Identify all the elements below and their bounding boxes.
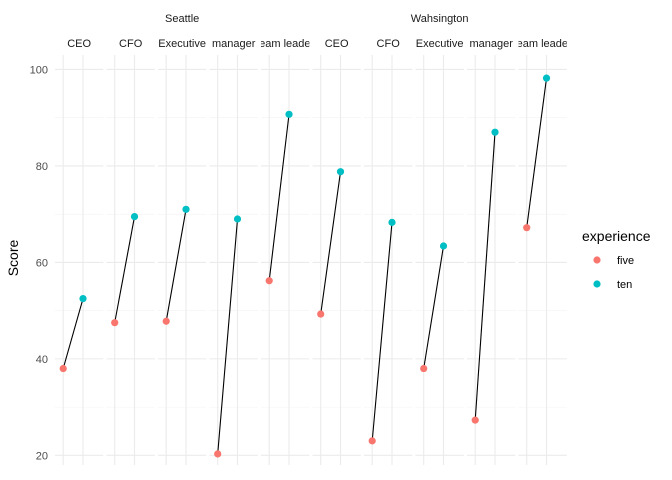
panel-strip-label: manager (469, 38, 513, 50)
point-ten (182, 205, 190, 213)
connector-line (114, 216, 136, 323)
point-five (471, 416, 479, 424)
point-ten (542, 74, 551, 82)
panel-strip-label: CFO (377, 38, 401, 50)
y-axis-title: Score (5, 240, 21, 277)
connector-line (371, 222, 393, 441)
legend: experience five ten (582, 228, 651, 291)
panel-grid (415, 55, 464, 465)
point-five (420, 364, 428, 373)
connector-line (474, 132, 496, 421)
panel-strip-label: team leader (256, 38, 314, 50)
y-tick-label: 40 (36, 354, 48, 366)
point-ten (233, 215, 242, 223)
panel-strip-label: Executive (416, 38, 464, 50)
panel-strip-label: CEO (325, 38, 349, 50)
point-five (111, 319, 119, 327)
legend-title: experience (582, 228, 651, 244)
point-five (265, 277, 273, 285)
connector-line (217, 218, 239, 454)
point-five (162, 317, 170, 325)
y-tick-label: 60 (36, 257, 48, 269)
connector-line (526, 78, 548, 228)
point-ten (491, 128, 499, 136)
y-tick-label: 100 (30, 64, 48, 76)
connector-line (423, 245, 445, 369)
point-ten (130, 212, 139, 221)
point-five (214, 450, 222, 458)
group-strip-label: Seattle (165, 13, 199, 25)
point-five (368, 437, 376, 445)
panel-grid (518, 55, 567, 465)
connector-line (320, 171, 342, 315)
panel-grid (312, 55, 361, 465)
connector-line (268, 114, 290, 281)
point-ten (439, 242, 448, 250)
point-five (59, 364, 67, 373)
connector-line (62, 298, 84, 369)
group-strip-label: Wahsington (411, 13, 469, 25)
legend-key-ten (593, 280, 601, 288)
y-tick-label: 20 (36, 450, 48, 462)
point-five (317, 310, 325, 318)
panel-strip-label: Executive (158, 38, 206, 50)
point-ten (336, 168, 345, 176)
legend-key-five (593, 256, 601, 264)
panel-grid (261, 55, 310, 465)
legend-label: five (617, 255, 634, 267)
panel-strip-label: CEO (67, 38, 91, 50)
panel-grid (209, 55, 258, 465)
y-axis: 20 40 60 80 100 (30, 64, 48, 462)
panel-strip-label: team leader (514, 38, 572, 50)
panel-grid (106, 55, 155, 465)
panel-strip-label: CFO (119, 38, 143, 50)
point-ten (388, 218, 396, 226)
panel-grid (467, 55, 516, 465)
point-five (523, 224, 531, 232)
point-ten (79, 294, 87, 303)
point-ten (285, 110, 293, 118)
y-tick-label: 80 (36, 161, 48, 173)
grid-layer (55, 55, 567, 465)
legend-label: ten (617, 279, 632, 291)
connector-line (165, 209, 187, 322)
line-layer (62, 78, 548, 454)
panel-grid (158, 55, 207, 465)
panel-grid (55, 55, 104, 465)
panel-strip-label: manager (212, 38, 256, 50)
point-layer (59, 74, 551, 458)
